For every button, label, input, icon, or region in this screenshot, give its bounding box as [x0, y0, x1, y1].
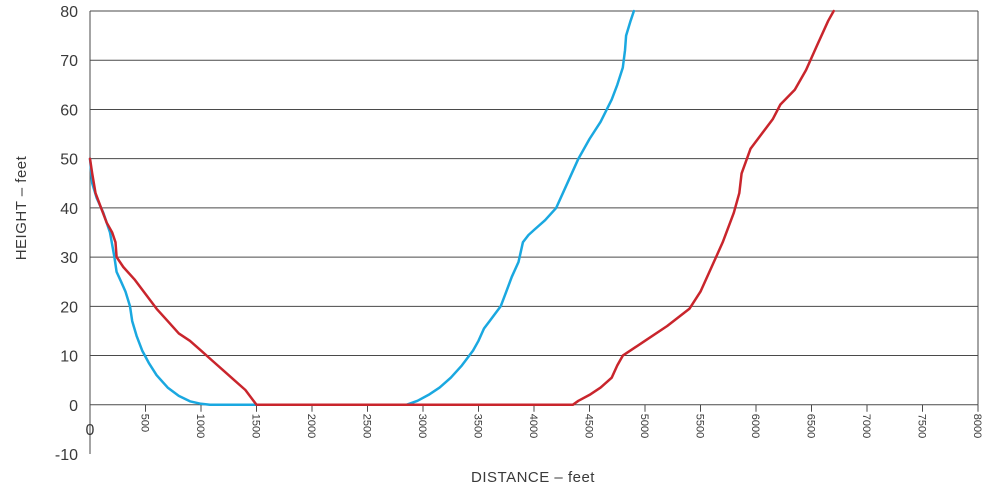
- y-tick-label: 10: [60, 349, 78, 366]
- grid-lines: [90, 10, 978, 406]
- y-tick-label: 60: [60, 102, 78, 119]
- x-tick-label: 7500: [916, 414, 928, 438]
- y-tick-label: 50: [60, 152, 78, 169]
- x-tick-label: 7000: [860, 414, 872, 438]
- series-line-2: [88, 9, 835, 407]
- series-lines: [88, 9, 835, 407]
- x-tick-label: 3000: [416, 414, 428, 438]
- x-tick-label: 6000: [749, 414, 761, 438]
- x-tick-label: 8000: [971, 414, 983, 438]
- x-tick-label: 4500: [583, 414, 595, 438]
- x-tick-label: 2500: [361, 414, 373, 438]
- x-axis-title: DISTANCE – feet: [471, 469, 595, 486]
- x-tick-label: 0: [86, 422, 95, 439]
- y-tick-label: -10: [55, 447, 78, 464]
- axes: [89, 11, 979, 454]
- x-tick-label: 4000: [527, 414, 539, 438]
- x-tick-label: 2000: [305, 414, 317, 438]
- y-tick-label: 40: [60, 201, 78, 218]
- y-tick-label: 80: [60, 4, 78, 21]
- x-tick-label: 6500: [805, 414, 817, 438]
- x-tick-label: 500: [139, 414, 151, 432]
- y-tick-label: 70: [60, 53, 78, 70]
- x-tick-label: 1000: [194, 414, 206, 438]
- x-tick-labels: 0 500 1000 1500 2000 2500 3000 3500 4000 4500 5000…: [86, 414, 983, 439]
- x-tick-label: 1500: [250, 414, 262, 438]
- x-tick-label: 5000: [638, 414, 650, 438]
- y-axis-title: HEIGHT – feet: [13, 155, 30, 260]
- y-tick-labels: 80 70 60 50 40 30 20 10 0 -10: [55, 4, 78, 464]
- y-tick-label: 20: [60, 299, 78, 316]
- y-tick-label: 30: [60, 250, 78, 267]
- x-tick-label: 5500: [694, 414, 706, 438]
- series-line-1: [88, 9, 636, 407]
- y-tick-label: 0: [69, 398, 78, 415]
- x-tick-label: 3500: [472, 414, 484, 438]
